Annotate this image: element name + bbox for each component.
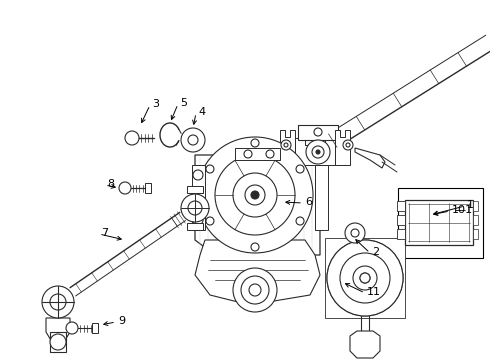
Text: 1: 1 xyxy=(467,200,474,210)
Bar xyxy=(473,229,478,239)
Circle shape xyxy=(251,191,259,199)
Polygon shape xyxy=(46,318,70,342)
Bar xyxy=(405,200,473,245)
Circle shape xyxy=(251,243,259,251)
Polygon shape xyxy=(187,186,203,193)
Polygon shape xyxy=(350,331,380,358)
Polygon shape xyxy=(145,183,151,193)
Circle shape xyxy=(233,173,277,217)
Text: 5: 5 xyxy=(180,98,187,108)
Circle shape xyxy=(343,140,353,150)
Circle shape xyxy=(181,194,209,222)
Polygon shape xyxy=(295,138,335,165)
Circle shape xyxy=(340,253,390,303)
Circle shape xyxy=(197,137,313,253)
Polygon shape xyxy=(235,148,280,160)
Text: 6: 6 xyxy=(305,197,312,207)
Text: 9: 9 xyxy=(118,316,125,326)
Bar xyxy=(325,238,405,318)
Circle shape xyxy=(244,150,252,158)
Bar xyxy=(397,229,405,239)
Circle shape xyxy=(353,266,377,290)
Circle shape xyxy=(281,140,291,150)
Circle shape xyxy=(249,284,261,296)
Circle shape xyxy=(50,334,66,350)
Circle shape xyxy=(206,217,214,225)
Circle shape xyxy=(296,217,304,225)
Circle shape xyxy=(360,273,370,283)
Circle shape xyxy=(181,128,205,152)
Polygon shape xyxy=(315,165,328,230)
Polygon shape xyxy=(280,130,295,165)
Polygon shape xyxy=(335,130,350,165)
Polygon shape xyxy=(355,148,385,168)
Circle shape xyxy=(351,229,359,237)
Circle shape xyxy=(353,266,377,290)
Circle shape xyxy=(125,131,139,145)
Polygon shape xyxy=(195,240,320,305)
Circle shape xyxy=(251,139,259,147)
Bar xyxy=(397,201,405,211)
Text: 11: 11 xyxy=(367,287,381,297)
Circle shape xyxy=(360,273,370,283)
Text: 7: 7 xyxy=(101,228,108,238)
Circle shape xyxy=(66,322,78,334)
Text: 10: 10 xyxy=(452,205,466,215)
Circle shape xyxy=(346,143,350,147)
Text: 3: 3 xyxy=(152,99,159,109)
Circle shape xyxy=(314,128,322,136)
Circle shape xyxy=(312,146,324,158)
Circle shape xyxy=(233,268,277,312)
Polygon shape xyxy=(298,125,338,140)
Bar xyxy=(473,201,478,211)
Text: 8: 8 xyxy=(107,179,114,189)
Circle shape xyxy=(188,201,202,215)
Circle shape xyxy=(345,223,365,243)
Circle shape xyxy=(306,140,330,164)
Circle shape xyxy=(193,170,203,180)
Circle shape xyxy=(316,150,320,154)
Polygon shape xyxy=(192,165,205,230)
Circle shape xyxy=(119,182,131,194)
Circle shape xyxy=(50,294,66,310)
Circle shape xyxy=(241,276,269,304)
Circle shape xyxy=(340,253,390,303)
Circle shape xyxy=(245,185,265,205)
Circle shape xyxy=(206,165,214,173)
Circle shape xyxy=(266,150,274,158)
Circle shape xyxy=(327,240,403,316)
Circle shape xyxy=(327,240,403,316)
Circle shape xyxy=(42,286,74,318)
Bar xyxy=(398,188,483,258)
Polygon shape xyxy=(50,332,66,352)
Circle shape xyxy=(296,165,304,173)
Text: 2: 2 xyxy=(372,247,379,257)
Polygon shape xyxy=(92,323,98,333)
Text: 4: 4 xyxy=(198,107,205,117)
Circle shape xyxy=(215,155,295,235)
Circle shape xyxy=(284,143,288,147)
Bar xyxy=(473,215,478,225)
Bar xyxy=(397,215,405,225)
Polygon shape xyxy=(195,155,320,255)
Circle shape xyxy=(188,135,198,145)
Circle shape xyxy=(193,215,203,225)
Polygon shape xyxy=(187,223,203,230)
Text: —1: —1 xyxy=(454,205,472,215)
